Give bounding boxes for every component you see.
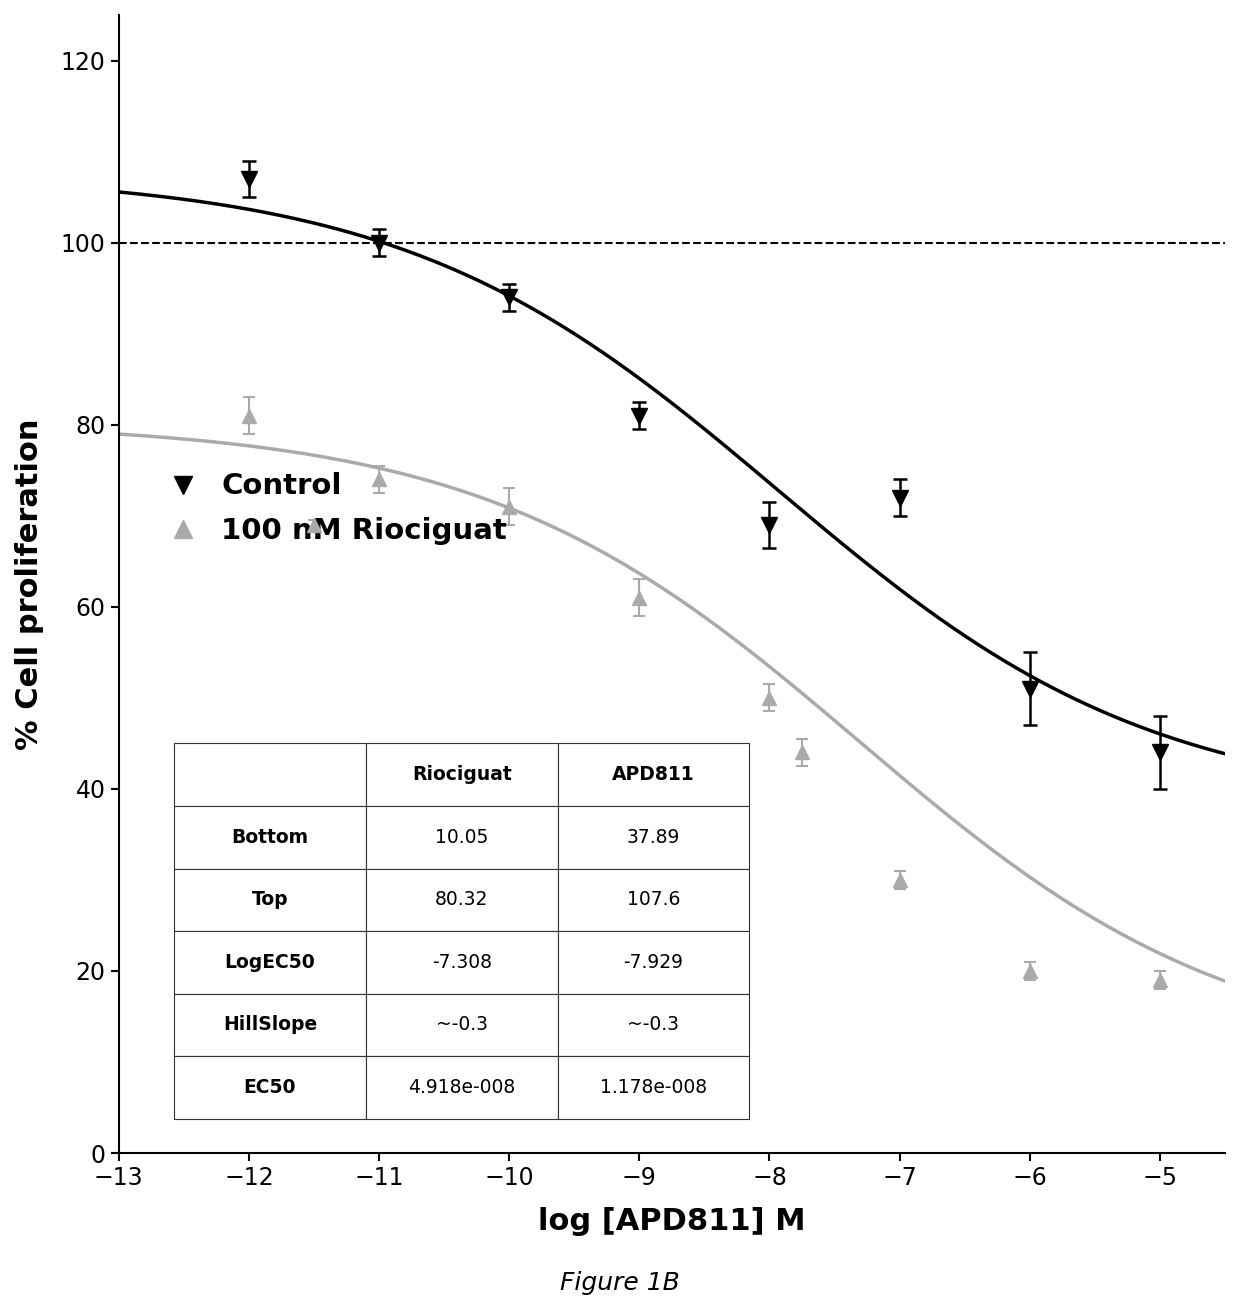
Legend: Control, 100 nM Riociguat: Control, 100 nM Riociguat: [155, 461, 518, 556]
Y-axis label: % Cell proliferation: % Cell proliferation: [15, 418, 43, 749]
Text: Figure 1B: Figure 1B: [560, 1270, 680, 1295]
X-axis label: log [APD811] M: log [APD811] M: [538, 1207, 806, 1235]
